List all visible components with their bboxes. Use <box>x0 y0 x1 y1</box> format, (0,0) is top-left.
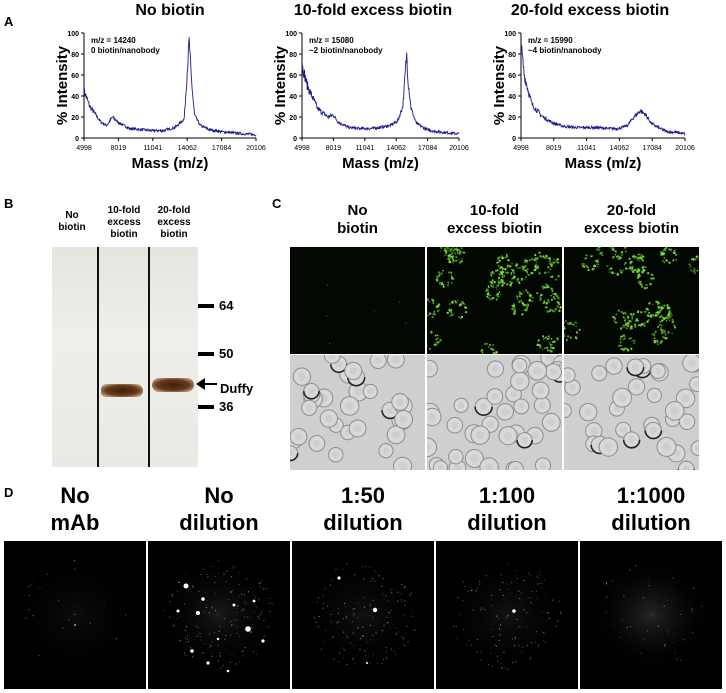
x-axis-label: Mass (m/z) <box>565 155 642 172</box>
ratio-annotation: 0 biotin/nanobody <box>91 46 160 55</box>
spectrum-plot-2: 100 80 60 40 20 0 4998 8019 11041 14062 17084 20106… <box>272 31 469 172</box>
y-axis-label: % Intensity <box>491 45 508 125</box>
y-tick-label: 80 <box>508 52 516 59</box>
marker-label-50: 50 <box>219 346 234 361</box>
y-axis-label: % Intensity <box>54 45 71 125</box>
fluorescence-image-1-1000 <box>580 541 722 689</box>
x-axis-label: Mass (m/z) <box>342 155 419 172</box>
brightfield-image-20fold <box>564 355 699 470</box>
blot-lane-label-3: 20-fold excess biotin <box>157 205 191 240</box>
spectrum-title-3: 20-fold excess biotin <box>510 2 670 19</box>
x-tick-label: 11041 <box>143 145 162 152</box>
y-tick-label: 80 <box>289 52 297 59</box>
dilution-title-1-100: 1:100 dilution <box>467 483 547 535</box>
y-axis-label: % Intensity <box>272 45 289 125</box>
spectrum-trace <box>301 52 460 136</box>
x-tick-label: 17084 <box>642 145 662 152</box>
x-tick-label: 17084 <box>212 145 232 152</box>
y-tick-label: 60 <box>71 73 79 80</box>
spectrum-title-2: 10-fold excess biotin <box>293 2 453 19</box>
x-tick-label: 14062 <box>177 145 197 152</box>
fluorescence-image-no-biotin <box>290 247 425 354</box>
fluorescence-image-1-50 <box>292 541 434 689</box>
spectrum-trace <box>520 45 686 137</box>
fluorescence-image-no-dilution <box>148 541 290 689</box>
lane-divider <box>97 247 99 467</box>
spectrum-title-1: No biotin <box>135 2 205 19</box>
dilution-title-no-mab: No mAb <box>50 483 100 535</box>
marker-tick-36 <box>198 405 214 409</box>
mz-annotation: m/z = 15990 <box>528 36 573 45</box>
fluorescence-image-10fold <box>427 247 562 354</box>
y-tick-label: 20 <box>508 115 516 122</box>
duffy-band-20fold <box>152 378 194 392</box>
y-tick-label: 100 <box>504 31 516 38</box>
panel-label-a: A <box>4 14 14 29</box>
ratio-annotation: ~4 biotin/nanobody <box>528 46 602 55</box>
y-tick-label: 40 <box>71 94 79 101</box>
microscopy-title-1: No biotin <box>337 202 378 237</box>
fluorescence-image-1-100 <box>436 541 578 689</box>
fluorescence-image-20fold <box>564 247 699 354</box>
fluorescence-image-no-mab <box>4 541 146 689</box>
duffy-band-10fold <box>101 384 143 397</box>
marker-label-64: 64 <box>219 298 234 313</box>
blot-lane-label-1: No biotin <box>58 210 86 233</box>
x-tick-label: 14062 <box>610 145 630 152</box>
x-tick-label: 20106 <box>246 145 266 152</box>
x-tick-label: 8019 <box>111 145 127 152</box>
mass-spectra-layer: 100 80 60 40 20 0 4998 8019 11041 14062 17084 20106… <box>54 31 695 172</box>
x-tick-label: 8019 <box>546 145 562 152</box>
y-tick-label: 80 <box>71 52 79 59</box>
y-tick-label: 40 <box>289 94 297 101</box>
brightfield-image-10fold <box>427 355 562 470</box>
marker-tick-50 <box>198 352 214 356</box>
y-tick-label: 100 <box>285 31 297 38</box>
x-tick-label: 14062 <box>386 145 406 152</box>
x-axis-label: Mass (m/z) <box>132 155 209 172</box>
blot-lane-label-2: 10-fold excess biotin <box>107 205 141 240</box>
western-blot-membrane <box>52 247 198 467</box>
y-tick-label: 20 <box>71 115 79 122</box>
dilution-title-1-50: 1:50 dilution <box>323 483 403 535</box>
x-tick-label: 4998 <box>76 145 92 152</box>
x-tick-label: 17084 <box>418 145 438 152</box>
dilution-title-no-dilution: No dilution <box>179 483 259 535</box>
dilution-title-1-1000: 1:1000 dilution <box>611 483 691 535</box>
x-tick-label: 8019 <box>326 145 342 152</box>
microscopy-title-2: 10-fold excess biotin <box>446 202 543 237</box>
panel-label-c: C <box>272 196 282 211</box>
y-tick-label: 100 <box>67 31 79 38</box>
brightfield-image-no-biotin <box>290 355 425 470</box>
marker-label-36: 36 <box>219 399 234 414</box>
arrow-left-icon <box>196 378 217 390</box>
y-tick-label: 0 <box>293 136 297 143</box>
mz-annotation: m/z = 14240 <box>91 36 136 45</box>
spectrum-plot-3: 100 80 60 40 20 0 4998 8019 11041 14062 17084 20106… <box>491 31 695 172</box>
lane-divider <box>148 247 150 467</box>
x-tick-label: 20106 <box>449 145 469 152</box>
y-tick-label: 60 <box>508 73 516 80</box>
microscopy-title-3: 20-fold excess biotin <box>583 202 680 237</box>
y-tick-label: 0 <box>75 136 79 143</box>
x-tick-label: 20106 <box>675 145 695 152</box>
x-tick-label: 4998 <box>294 145 310 152</box>
x-tick-label: 11041 <box>577 145 596 152</box>
mass-spectra-figure: 100 80 60 40 20 0 4998 8019 11041 14062 17084 20106… <box>54 31 695 172</box>
y-tick-label: 20 <box>289 115 297 122</box>
mz-annotation: m/z = 15080 <box>309 36 354 45</box>
y-tick-label: 0 <box>512 136 516 143</box>
panel-label-d: D <box>4 485 14 500</box>
panel-label-b: B <box>4 196 14 211</box>
marker-tick-64 <box>198 304 214 308</box>
x-tick-label: 4998 <box>513 145 529 152</box>
y-tick-label: 40 <box>508 94 516 101</box>
ratio-annotation: ~2 biotin/nanobody <box>309 46 383 55</box>
y-tick-label: 60 <box>289 73 297 80</box>
spectrum-plot-1: 100 80 60 40 20 0 4998 8019 11041 14062 17084 20106… <box>54 31 266 172</box>
duffy-label: Duffy <box>220 381 254 396</box>
x-tick-label: 11041 <box>355 145 374 152</box>
spectrum-trace <box>83 37 257 137</box>
